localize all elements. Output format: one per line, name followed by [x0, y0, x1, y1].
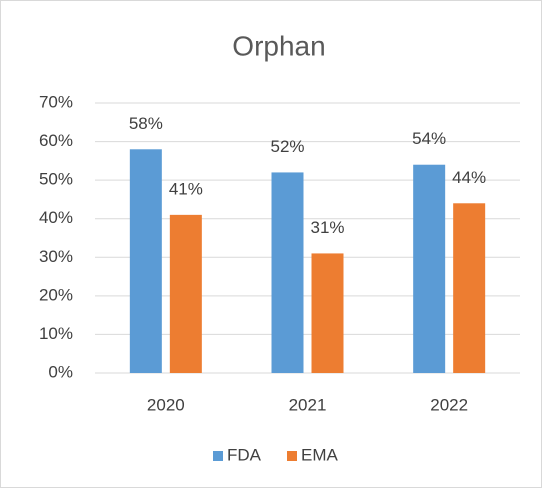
- bar: [413, 164, 446, 373]
- bar: [453, 203, 486, 373]
- bar: [271, 172, 304, 373]
- bar: [169, 214, 202, 373]
- value-label: 52%: [270, 137, 304, 156]
- x-tick-label: 2021: [289, 395, 327, 414]
- y-tick-label: 70%: [39, 92, 73, 111]
- value-label: 31%: [310, 218, 344, 237]
- value-label: 41%: [169, 179, 203, 198]
- y-tick-label: 30%: [39, 247, 73, 266]
- y-tick-label: 40%: [39, 208, 73, 227]
- y-tick-label: 20%: [39, 285, 73, 304]
- x-tick-label: 2020: [147, 395, 185, 414]
- x-tick-label: 2022: [430, 395, 468, 414]
- legend-swatch: [213, 451, 223, 461]
- legend-swatch: [287, 451, 297, 461]
- y-tick-label: 60%: [39, 131, 73, 150]
- value-label: 54%: [412, 129, 446, 148]
- chart-title: Orphan: [232, 30, 325, 61]
- bar: [311, 253, 344, 373]
- value-label: 58%: [129, 114, 163, 133]
- bar: [129, 149, 162, 373]
- legend-label: FDA: [227, 445, 262, 464]
- legend-label: EMA: [301, 445, 339, 464]
- y-tick-label: 50%: [39, 170, 73, 189]
- y-tick-label: 0%: [48, 362, 73, 381]
- value-label: 44%: [452, 168, 486, 187]
- y-tick-label: 10%: [39, 324, 73, 343]
